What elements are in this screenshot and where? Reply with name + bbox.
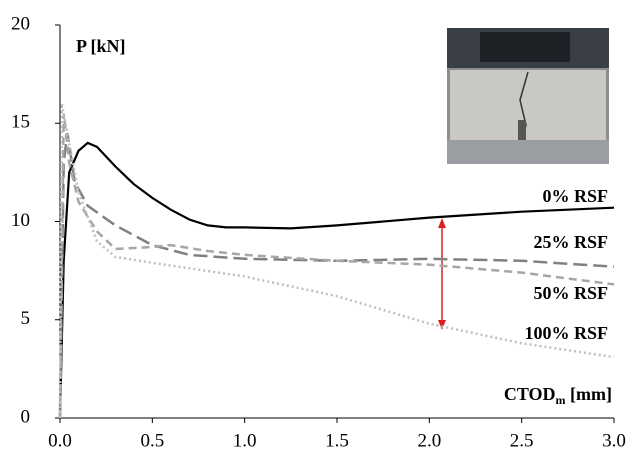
x-tick-label: 0.0 — [48, 430, 72, 451]
x-axis-label: CTODm [mm] — [504, 384, 612, 407]
series-line — [58, 113, 615, 419]
inset-photo — [447, 28, 609, 164]
x-tick-label: 2.0 — [417, 430, 441, 451]
series-line — [58, 132, 615, 419]
y-tick-label: 0 — [21, 406, 31, 427]
y-tick-label: 5 — [21, 308, 31, 329]
x-tick-label: 3.0 — [602, 430, 626, 451]
red-arrow — [438, 218, 446, 330]
x-tick-label: 1.5 — [325, 430, 349, 451]
y-axis-label: P [kN] — [76, 36, 126, 56]
y-tick-label: 10 — [11, 210, 30, 231]
x-tick-label: 2.5 — [510, 430, 534, 451]
legend-label: 25% RSF — [533, 232, 608, 252]
y-tick-label: 15 — [11, 112, 30, 133]
series-line — [58, 141, 615, 419]
x-tick-label: 0.5 — [140, 430, 164, 451]
legend-label: 0% RSF — [542, 186, 608, 206]
x-tick-label: 1.0 — [233, 430, 257, 451]
y-tick-label: 20 — [11, 13, 30, 34]
legend-label: 50% RSF — [533, 283, 608, 303]
legend-label: 100% RSF — [524, 323, 608, 343]
